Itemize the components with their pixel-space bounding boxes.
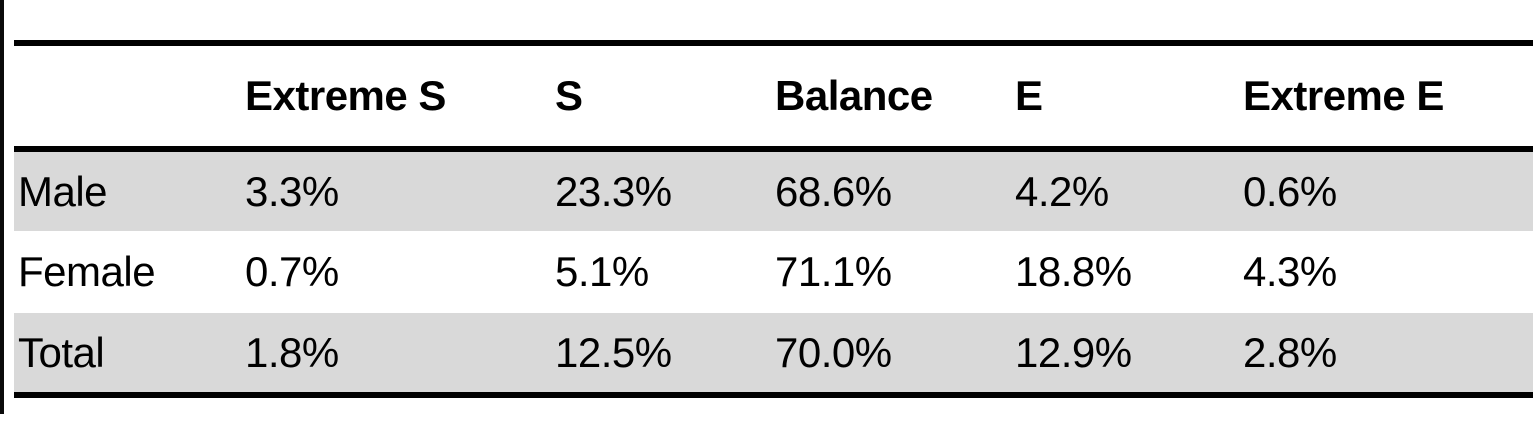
- header-cell-s: S: [555, 43, 775, 152]
- header-cell-e: E: [1015, 43, 1243, 152]
- table-cell: 18.8%: [1015, 231, 1243, 313]
- table-cell: 70.0%: [775, 313, 1015, 395]
- row-label: Total: [14, 313, 245, 395]
- row-label: Male: [14, 149, 245, 231]
- header-row: Extreme S S Balance E Extreme E: [14, 43, 1533, 152]
- table-cell: 3.3%: [245, 149, 555, 231]
- header-cell-blank: [14, 43, 245, 152]
- table-cell: 0.7%: [245, 231, 555, 313]
- table-cell: 4.3%: [1243, 231, 1533, 313]
- table-header: Extreme S S Balance E Extreme E: [14, 43, 1533, 152]
- table-cell: 5.1%: [555, 231, 775, 313]
- table-cell: 71.1%: [775, 231, 1015, 313]
- table-row-total: Total 1.8% 12.5% 70.0% 12.9% 2.8%: [14, 313, 1533, 395]
- table-cell: 2.8%: [1243, 313, 1533, 395]
- header-cell-extreme-e: Extreme E: [1243, 43, 1533, 152]
- frequency-table: Extreme S S Balance E Extreme E Male 3.3…: [14, 40, 1533, 398]
- table-cell: 12.9%: [1015, 313, 1243, 395]
- table-cell: 68.6%: [775, 149, 1015, 231]
- header-cell-extreme-s: Extreme S: [245, 43, 555, 152]
- header-cell-balance: Balance: [775, 43, 1015, 152]
- table-body: Male 3.3% 23.3% 68.6% 4.2% 0.6% Female 0…: [14, 149, 1533, 395]
- scan-edge-artifact: [0, 0, 4, 414]
- table-row-male: Male 3.3% 23.3% 68.6% 4.2% 0.6%: [14, 149, 1533, 231]
- row-label: Female: [14, 231, 245, 313]
- table-cell: 1.8%: [245, 313, 555, 395]
- table-cell: 0.6%: [1243, 149, 1533, 231]
- table-row-female: Female 0.7% 5.1% 71.1% 18.8% 4.3%: [14, 231, 1533, 313]
- table-cell: 12.5%: [555, 313, 775, 395]
- table-cell: 23.3%: [555, 149, 775, 231]
- table-cell: 4.2%: [1015, 149, 1243, 231]
